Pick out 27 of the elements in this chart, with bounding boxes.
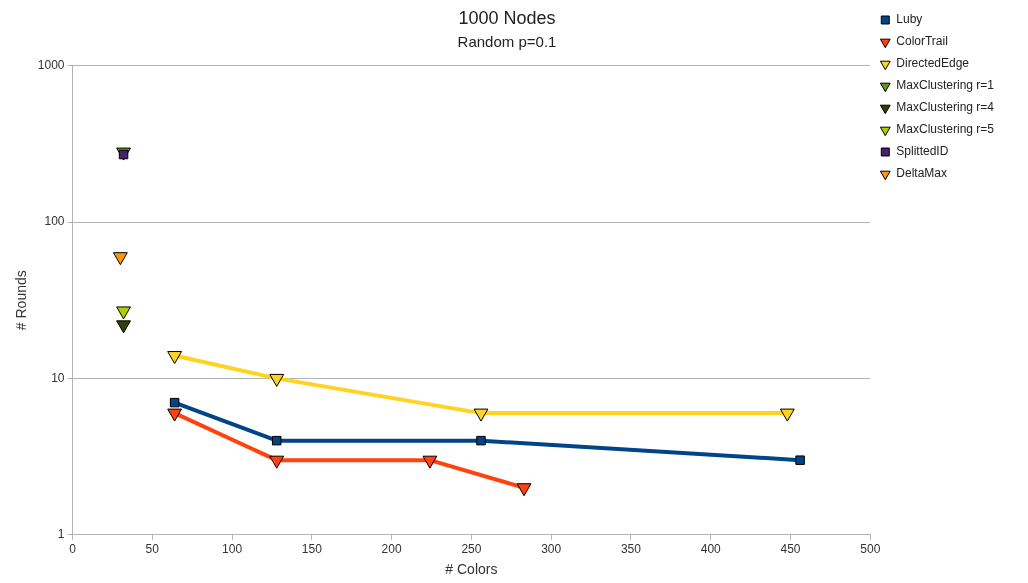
legend-label: DeltaMax bbox=[896, 166, 947, 181]
x-tick-label: 400 bbox=[700, 542, 722, 557]
x-tick-label: 0 bbox=[69, 542, 77, 557]
legend-label: MaxClustering r=1 bbox=[896, 78, 995, 93]
y-tick-label: 100 bbox=[44, 214, 65, 229]
x-tick-label: 100 bbox=[222, 542, 243, 557]
y-tick-label: 10 bbox=[51, 370, 65, 385]
x-axis-title: # Colors bbox=[445, 561, 498, 578]
legend-label: ColorTrail bbox=[896, 34, 948, 49]
x-tick-label: 250 bbox=[461, 542, 482, 557]
x-tick-label: 50 bbox=[145, 542, 160, 557]
x-tick-label: 200 bbox=[381, 542, 402, 557]
x-tick-label: 500 bbox=[860, 542, 881, 557]
legend-label: Luby bbox=[896, 12, 923, 27]
y-axis-title: # Rounds bbox=[13, 270, 30, 331]
legend-label: DirectedEdge bbox=[896, 56, 970, 71]
x-tick-label: 150 bbox=[301, 542, 323, 557]
y-tick-label: 1 bbox=[57, 527, 65, 542]
legend-label: MaxClustering r=5 bbox=[896, 122, 995, 137]
x-tick-label: 300 bbox=[541, 542, 562, 557]
chart-title: 1000 Nodes bbox=[458, 7, 556, 28]
y-tick-label: 1000 bbox=[37, 57, 65, 72]
x-tick-label: 450 bbox=[780, 542, 801, 557]
chart-subtitle: Random p=0.1 bbox=[457, 32, 557, 50]
legend-label: SplittedID bbox=[896, 144, 949, 159]
x-tick-label: 350 bbox=[620, 542, 642, 557]
legend-label: MaxClustering r=4 bbox=[896, 100, 995, 115]
